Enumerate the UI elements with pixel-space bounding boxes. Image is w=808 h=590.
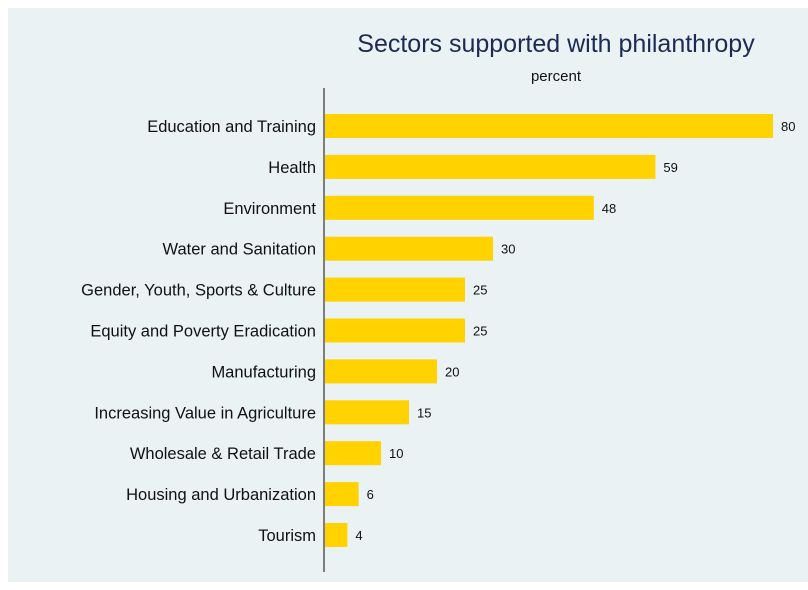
value-label: 25 — [473, 283, 487, 298]
category-label: Health — [268, 159, 316, 177]
bar — [325, 482, 359, 507]
bar — [325, 154, 656, 179]
value-label: 59 — [663, 160, 677, 175]
bar — [325, 400, 409, 425]
value-label: 6 — [367, 487, 374, 502]
value-label: 4 — [355, 528, 362, 543]
value-label: 48 — [602, 201, 616, 216]
category-label: Equity and Poverty Eradication — [90, 323, 316, 341]
category-label: Water and Sanitation — [163, 241, 316, 259]
chart-subtitle: percent — [531, 68, 582, 85]
bars-group: Education and Training 80 Health 59 Environm… — [81, 114, 795, 547]
category-label: Manufacturing — [211, 363, 316, 381]
bar — [325, 441, 381, 466]
bar — [325, 277, 465, 302]
category-label: Housing and Urbanization — [126, 486, 316, 504]
value-label: 20 — [445, 364, 459, 379]
bar — [325, 318, 465, 343]
category-label: Environment — [223, 200, 316, 218]
value-label: 25 — [473, 324, 487, 339]
category-label: Education and Training — [147, 118, 316, 136]
category-label: Increasing Value in Agriculture — [94, 404, 316, 422]
value-label: 80 — [781, 119, 795, 134]
value-label: 30 — [501, 242, 515, 257]
bar — [325, 359, 437, 384]
category-label: Wholesale & Retail Trade — [130, 445, 316, 463]
category-label: Gender, Youth, Sports & Culture — [81, 282, 316, 300]
chart-title: Sectors supported with philanthropy — [357, 30, 755, 58]
bar — [325, 114, 773, 138]
value-label: 10 — [389, 446, 403, 461]
bar — [325, 523, 348, 547]
category-label: Tourism — [258, 527, 316, 545]
bar — [325, 195, 594, 220]
value-label: 15 — [417, 405, 431, 420]
bar — [325, 236, 493, 261]
